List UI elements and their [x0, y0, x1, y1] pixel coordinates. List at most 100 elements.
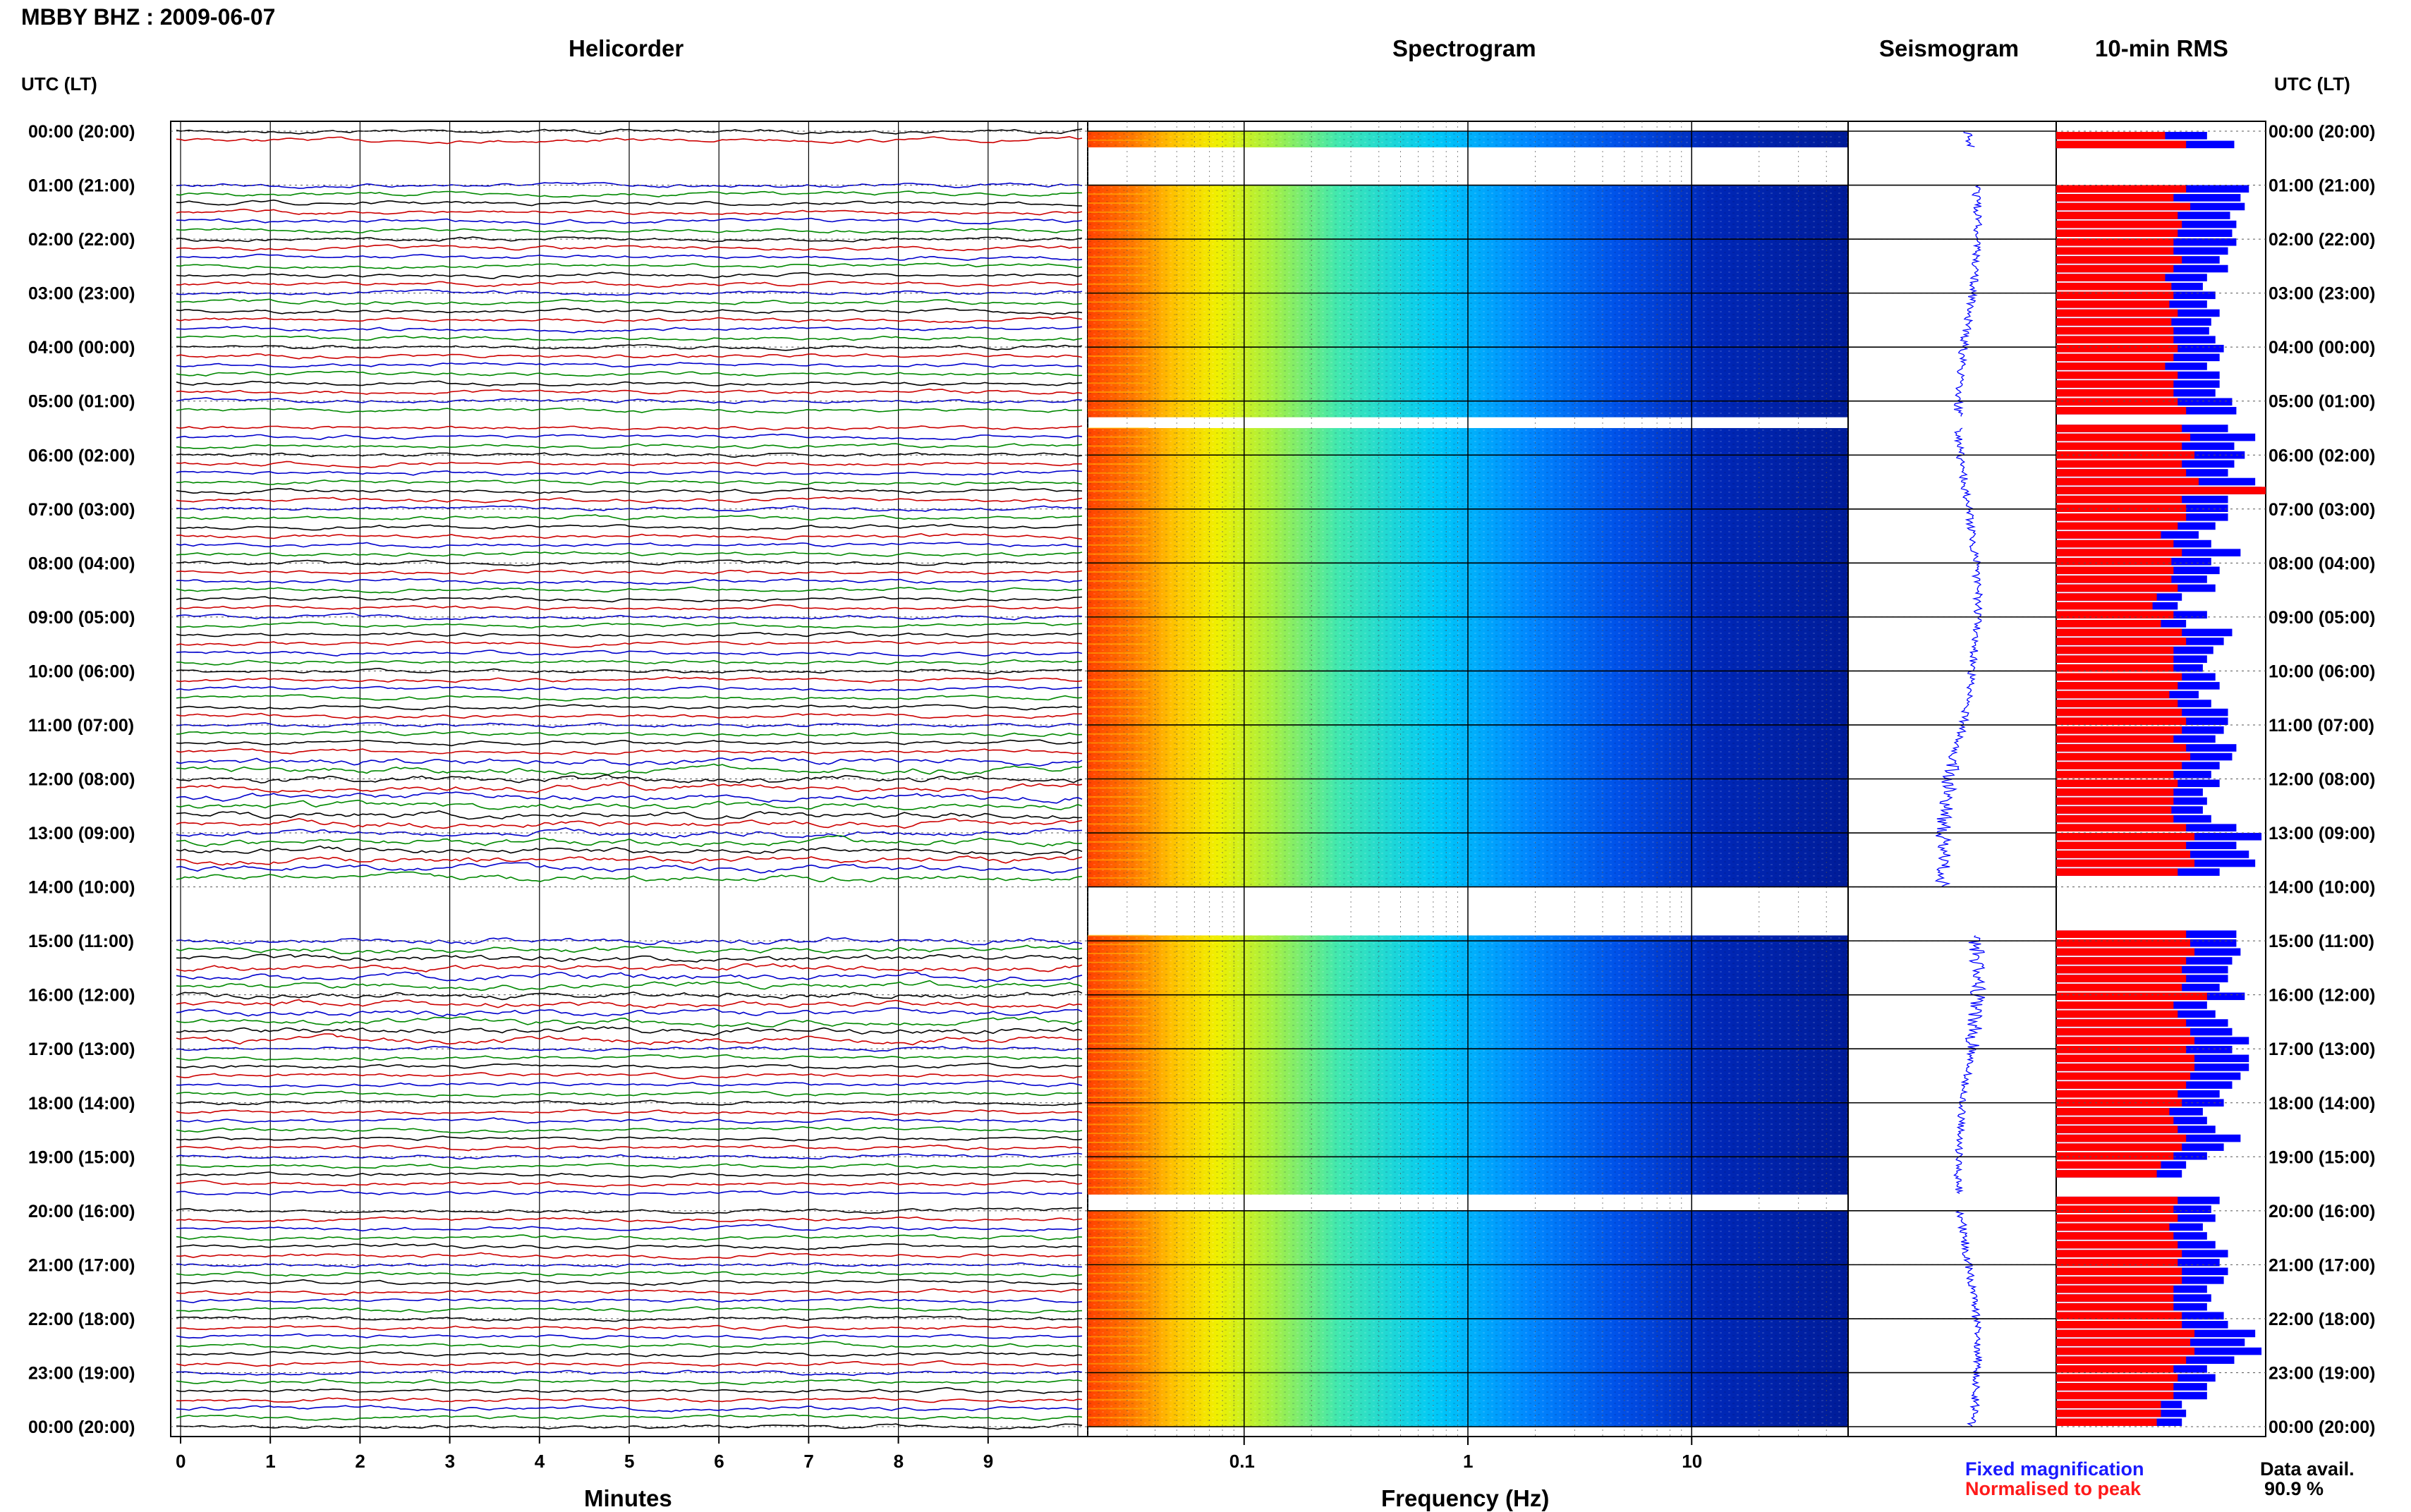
rms-bar-normalised: [2056, 229, 2178, 237]
rms-bar-normalised: [2056, 318, 2172, 326]
helicorder-trace: [176, 217, 1083, 225]
rms-bar-normalised: [2056, 132, 2166, 140]
rms-bar-normalised: [2056, 1276, 2182, 1284]
rms-bar-normalised: [2056, 806, 2172, 814]
helicorder-trace: [176, 272, 1083, 279]
rms-bar-normalised: [2056, 602, 2153, 610]
helicorder-trace: [176, 425, 1083, 431]
helicorder-trace: [176, 568, 1083, 575]
minute-tick-label: 7: [803, 1451, 813, 1472]
rms-bar-normalised: [2056, 1232, 2174, 1240]
helicorder-trace: [176, 1305, 1083, 1314]
helicorder-trace: [176, 650, 1083, 657]
helicorder-trace: [176, 1224, 1083, 1232]
helicorder-trace: [176, 1090, 1083, 1098]
time-label-right: 01:00 (21:00): [2269, 176, 2375, 196]
helicorder-trace: [176, 1135, 1083, 1142]
rms-bar-normalised: [2056, 1116, 2174, 1125]
legend-normalised-to-peak: Normalised to peak: [1965, 1478, 2142, 1499]
helicorder-trace: [176, 397, 1083, 405]
time-label-left: 15:00 (11:00): [28, 932, 134, 951]
rms-bar-normalised: [2056, 744, 2187, 752]
rms-bar-normalised: [2056, 1081, 2187, 1089]
rms-bar-normalised: [2056, 1063, 2195, 1071]
time-label-right: 16:00 (12:00): [2269, 986, 2375, 1006]
rms-bar-normalised: [2056, 291, 2174, 300]
helicorder-trace: [176, 1163, 1083, 1169]
helicorder-trace: [176, 262, 1083, 269]
time-label-right: 19:00 (15:00): [2269, 1147, 2375, 1167]
rms-bar-normalised: [2056, 930, 2187, 938]
rms-bar-normalised: [2056, 1258, 2178, 1267]
helicorder-trace: [176, 1262, 1082, 1269]
helicorder-trace: [176, 721, 1083, 728]
helicorder-trace: [176, 1026, 1083, 1036]
minute-tick-label: 5: [624, 1451, 634, 1472]
rms-bar-normalised: [2056, 336, 2174, 343]
rms-bar-normalised: [2056, 327, 2174, 335]
rms-bar-normalised: [2056, 194, 2174, 202]
helicorder-trace: [176, 685, 1083, 692]
rms-bar-normalised: [2056, 584, 2178, 592]
rms-bar-normalised: [2056, 841, 2187, 850]
helicorder-trace: [176, 845, 1083, 856]
rms-bar-normalised: [2056, 1409, 2161, 1418]
rms-panel: [2055, 121, 2266, 1437]
rms-bar-normalised: [2056, 1090, 2178, 1098]
helicorder-trace: [176, 612, 1083, 621]
helicorder-trace: [176, 388, 1083, 395]
helicorder-trace: [176, 781, 1083, 793]
rms-bar-normalised: [2056, 983, 2182, 992]
rms-bar-normalised: [2056, 992, 2207, 1001]
time-label-right: 15:00 (11:00): [2269, 932, 2374, 951]
helicorder-trace: [176, 316, 1083, 324]
rms-bar-normalised: [2056, 1205, 2174, 1214]
time-label-left: 23:00 (19:00): [28, 1363, 135, 1383]
rms-bar-normalised: [2056, 433, 2191, 441]
helicorder-trace: [176, 1351, 1083, 1358]
helicorder-trace: [176, 1080, 1083, 1088]
time-labels: 00:00 (20:00) 00:00 (20:00) 01:00 (21:00) 0…: [28, 122, 2375, 1437]
rms-bar-normalised: [2056, 549, 2182, 556]
rms-bar-normalised: [2056, 690, 2170, 699]
rms-bar-normalised: [2056, 1294, 2174, 1302]
helicorder-panel-title: Helicorder: [569, 35, 684, 61]
rms-bar-normalised: [2056, 398, 2178, 406]
helicorder-trace: [176, 1045, 1083, 1052]
rms-bar-normalised: [2056, 1285, 2174, 1293]
time-label-left: 11:00 (07:00): [28, 716, 134, 736]
time-label-left: 20:00 (16:00): [28, 1202, 135, 1221]
frequency-tick-label: 10: [1682, 1451, 1702, 1472]
rms-bar-normalised: [2056, 1401, 2161, 1408]
time-label-right: 23:00 (19:00): [2269, 1363, 2375, 1383]
helicorder-trace: [176, 307, 1083, 315]
minute-tick-label: 6: [714, 1451, 724, 1472]
rms-bar-normalised: [2056, 469, 2187, 477]
time-label-right: 11:00 (07:00): [2269, 716, 2374, 736]
rms-bar-normalised: [2056, 700, 2178, 707]
helicorder-trace: [176, 227, 1083, 234]
rms-bar-normalised: [2056, 425, 2182, 432]
time-label-left: 13:00 (09:00): [28, 824, 135, 843]
helicorder-trace: [176, 1333, 1083, 1340]
time-label-right: 20:00 (16:00): [2269, 1202, 2375, 1221]
helicorder-trace: [176, 281, 1083, 288]
rms-bar-normalised: [2056, 1010, 2178, 1018]
rms-bar-normalised: [2056, 1001, 2174, 1009]
minute-tick-label: 3: [445, 1451, 455, 1472]
helicorder-trace: [176, 799, 1083, 811]
helicorder-trace: [176, 604, 1083, 611]
time-label-left: 03:00 (23:00): [28, 284, 135, 304]
rms-bar-normalised: [2056, 1347, 2195, 1355]
minute-tick-label: 4: [535, 1451, 545, 1472]
time-label-left: 14:00 (10:00): [28, 878, 135, 898]
rms-bar-normalised: [2056, 708, 2182, 717]
rms-bar-normalised: [2056, 1267, 2182, 1276]
minute-tick-label: 2: [355, 1451, 365, 1472]
rms-bar-normalised: [2056, 566, 2174, 575]
rms-bar-normalised: [2056, 1250, 2182, 1257]
rms-bar-normalised: [2056, 1152, 2174, 1160]
rms-bar-normalised: [2056, 1391, 2174, 1400]
helicorder-trace: [176, 1016, 1083, 1028]
